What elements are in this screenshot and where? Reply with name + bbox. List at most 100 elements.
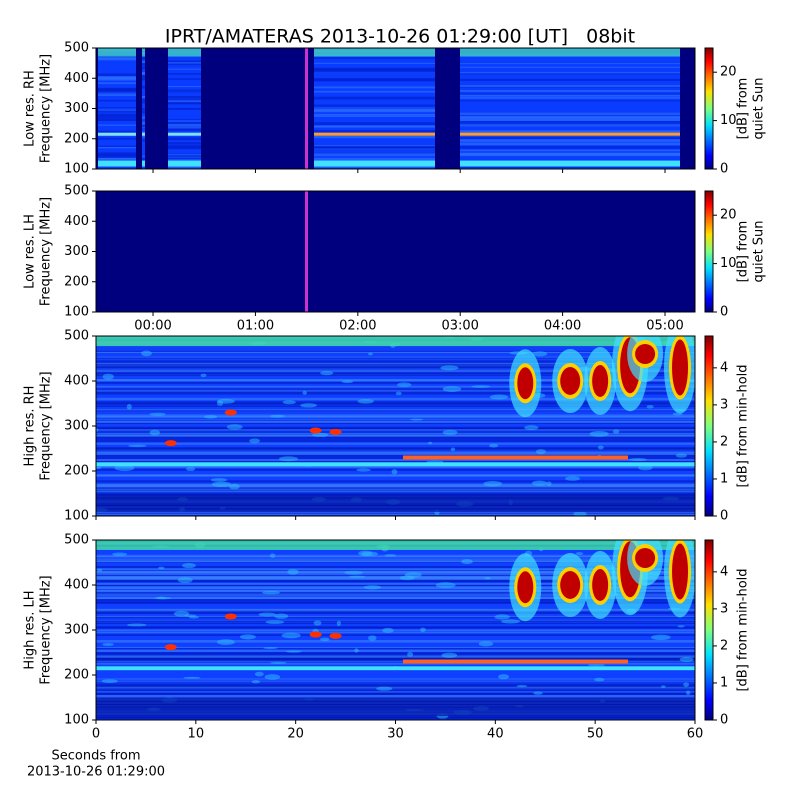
heatmap-texture	[564, 476, 581, 481]
heatmap-texture	[314, 113, 435, 116]
heatmap-texture	[285, 650, 302, 653]
heatmap-texture	[168, 60, 201, 64]
heatmap-texture	[363, 585, 382, 590]
heatmap-texture	[96, 439, 695, 442]
heatmap-texture	[96, 391, 695, 394]
heatmap-texture	[96, 694, 695, 698]
heatmap-texture	[96, 680, 695, 682]
x-tick-label: 01:00	[237, 319, 274, 334]
heatmap-texture	[442, 429, 458, 436]
colorbar-tick-label: 20	[720, 65, 737, 80]
heatmap-texture	[460, 166, 680, 168]
y-axis-label: High res. RH	[23, 386, 38, 467]
heatmap-texture	[96, 405, 695, 408]
y-axis-label: Low res. LH	[23, 214, 38, 289]
y-tick-label: 400	[64, 71, 89, 86]
colorbar-label: [dB] from min-hold	[736, 364, 751, 487]
y-tick-label: 100	[64, 509, 89, 524]
heatmap-band	[96, 698, 695, 716]
colorbar-tick-label: 10	[720, 256, 737, 271]
heatmap-texture	[226, 424, 243, 430]
heatmap-texture	[96, 362, 695, 365]
heatmap-texture	[638, 465, 653, 471]
colorbar-tick-label: 4	[720, 564, 728, 579]
heatmap-texture	[96, 640, 695, 643]
heatmap-texture	[460, 90, 680, 92]
colorbar-label: [dB] from	[736, 221, 751, 283]
heatmap-texture	[494, 614, 510, 620]
heatmap-texture	[96, 646, 695, 649]
heatmap-texture	[216, 639, 235, 646]
heatmap-texture	[96, 373, 695, 376]
heatmap-burst	[164, 644, 177, 651]
heatmap-texture	[314, 109, 435, 113]
heatmap-texture	[168, 96, 201, 98]
heatmap-burst	[672, 339, 689, 396]
heatmap-texture	[98, 154, 136, 156]
heatmap-texture	[96, 622, 695, 625]
heatmap-texture	[368, 352, 373, 356]
heatmap-texture	[168, 156, 201, 158]
heatmap-texture	[96, 457, 695, 460]
heatmap-region	[98, 48, 136, 169]
heatmap-texture	[96, 366, 695, 369]
heatmap-texture	[368, 635, 377, 641]
heatmap-texture	[96, 649, 695, 652]
heatmap-texture	[142, 57, 145, 60]
heatmap-texture	[142, 158, 145, 162]
heatmap-band	[403, 659, 628, 664]
heatmap-texture	[96, 436, 695, 438]
heatmap-texture	[168, 157, 201, 159]
heatmap-texture	[96, 385, 695, 388]
heatmap-texture	[460, 78, 680, 82]
heatmap-texture	[168, 63, 201, 66]
heatmap-texture	[483, 481, 502, 487]
heatmap-texture	[597, 445, 604, 450]
heatmap-texture	[96, 490, 695, 493]
heatmap-texture	[168, 128, 201, 131]
heatmap-texture	[98, 115, 136, 118]
heatmap-texture	[112, 552, 128, 557]
heatmap-texture	[501, 619, 520, 624]
y-tick-label: 500	[64, 184, 89, 199]
heatmap	[96, 191, 695, 312]
heatmap-texture	[168, 126, 201, 129]
heatmap-band	[96, 336, 695, 346]
x-tick-label: 30	[387, 727, 404, 742]
y-tick-label: 400	[64, 578, 89, 593]
heatmap-texture	[168, 154, 201, 156]
x-tick-label: 0	[92, 727, 100, 742]
heatmap-texture	[96, 480, 695, 483]
heatmap-texture	[395, 391, 402, 396]
heatmap-texture	[96, 590, 695, 592]
heatmap-texture	[384, 554, 397, 557]
heatmap-texture	[96, 578, 695, 581]
heatmap-texture	[96, 573, 695, 576]
colorbar-tick-label: 4	[720, 360, 728, 375]
heatmap-texture	[314, 86, 435, 89]
heatmap-texture	[96, 403, 695, 405]
heatmap-texture	[96, 379, 695, 382]
heatmap-texture	[126, 403, 132, 410]
heatmap-texture	[154, 597, 172, 600]
heatmap-texture	[314, 145, 435, 147]
heatmap-texture	[239, 634, 256, 640]
heatmap-background	[96, 191, 695, 312]
heatmap-texture	[96, 351, 695, 353]
heatmap-texture	[142, 123, 145, 126]
heatmap-texture	[489, 394, 509, 400]
heatmap-texture	[183, 676, 201, 679]
heatmap-texture	[168, 137, 201, 141]
heatmap-texture	[96, 689, 695, 692]
heatmap-texture	[96, 448, 695, 451]
heatmap-texture	[98, 117, 136, 121]
heatmap-texture	[98, 93, 136, 97]
heatmap-texture	[460, 130, 680, 133]
heatmap-texture	[356, 468, 371, 472]
heatmap-texture	[96, 393, 695, 395]
heatmap-texture	[646, 405, 654, 409]
heatmap-burst	[329, 428, 342, 435]
heatmap-texture	[98, 57, 136, 61]
heatmap-texture	[263, 646, 278, 650]
heatmap-texture	[97, 568, 103, 572]
